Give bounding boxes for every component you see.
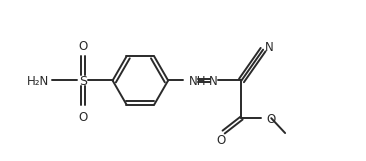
Text: O: O	[78, 111, 87, 124]
Text: N: N	[265, 41, 273, 54]
Text: O: O	[216, 134, 225, 147]
Text: S: S	[79, 76, 87, 89]
Text: O: O	[266, 113, 276, 126]
Text: H₂N: H₂N	[27, 76, 49, 89]
Text: N: N	[209, 76, 218, 89]
Text: O: O	[78, 40, 87, 53]
Text: NH: NH	[189, 76, 206, 89]
